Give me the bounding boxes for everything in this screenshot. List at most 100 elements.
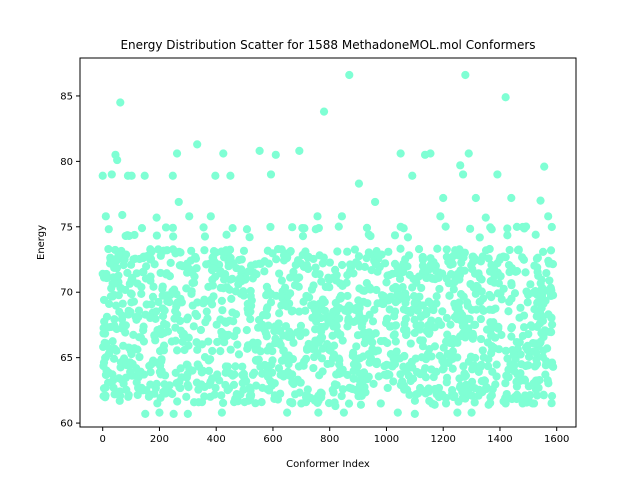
data-point [442, 373, 452, 382]
data-point [231, 362, 240, 371]
data-point [226, 345, 235, 354]
data-point [146, 380, 155, 389]
data-point [374, 372, 383, 381]
data-point [219, 398, 228, 408]
data-point [445, 291, 454, 300]
data-point [545, 276, 554, 285]
data-point [153, 399, 162, 408]
data-point [387, 322, 396, 331]
data-point [333, 314, 343, 323]
data-point [417, 283, 426, 293]
data-point [168, 389, 177, 399]
data-point [373, 267, 382, 276]
data-point [113, 155, 122, 165]
data-point [226, 171, 235, 180]
data-point [219, 149, 228, 158]
data-point [441, 222, 450, 231]
data-point [109, 383, 118, 392]
data-point [311, 269, 320, 279]
data-point [344, 314, 353, 323]
data-point [238, 370, 247, 380]
data-point [217, 408, 226, 417]
data-point [147, 300, 156, 309]
data-point [369, 379, 378, 388]
data-point [263, 246, 272, 255]
data-point [200, 232, 210, 241]
data-point [467, 408, 476, 417]
data-point [275, 269, 284, 278]
data-point [440, 360, 449, 369]
data-point [197, 398, 207, 407]
data-point [538, 247, 548, 256]
data-point [270, 394, 279, 403]
data-point [537, 329, 546, 338]
data-point [124, 306, 133, 315]
data-point [118, 210, 127, 220]
data-point [533, 391, 542, 400]
data-point [359, 297, 368, 306]
data-point [216, 267, 225, 276]
data-point [345, 267, 355, 276]
data-point [345, 70, 354, 80]
data-point [134, 312, 143, 322]
data-point [265, 342, 274, 351]
data-point [458, 321, 468, 331]
data-point [426, 299, 435, 308]
data-point [450, 391, 459, 400]
data-point [202, 260, 211, 269]
data-point [270, 379, 279, 388]
data-point [193, 345, 202, 354]
data-point [108, 337, 117, 346]
data-point [173, 298, 182, 307]
data-point [354, 252, 364, 261]
data-point [391, 337, 400, 346]
data-point [160, 380, 169, 389]
data-point [416, 321, 425, 330]
data-point [520, 224, 529, 233]
data-point [504, 373, 513, 382]
data-point [169, 232, 178, 241]
data-point [507, 362, 517, 371]
data-point [530, 362, 540, 371]
data-point [507, 324, 516, 333]
data-point [393, 408, 402, 417]
data-point [371, 259, 380, 269]
data-point [429, 305, 438, 315]
data-point [261, 362, 271, 371]
data-point [252, 381, 261, 390]
data-point [242, 326, 251, 335]
data-point [476, 334, 486, 344]
data-point [226, 275, 235, 284]
data-point [426, 254, 435, 263]
data-point [328, 331, 337, 340]
data-point [301, 306, 310, 315]
data-point [234, 350, 244, 359]
data-point [229, 317, 238, 326]
data-point [206, 212, 215, 221]
data-point [199, 223, 208, 232]
data-point [505, 245, 514, 255]
data-point [173, 397, 182, 406]
data-point [413, 389, 423, 398]
data-point [516, 376, 525, 385]
data-point [471, 353, 480, 363]
data-point [174, 197, 183, 207]
data-point [366, 231, 375, 241]
data-point [129, 330, 138, 339]
data-point [294, 282, 303, 291]
data-point [518, 331, 527, 341]
data-point [170, 285, 179, 294]
data-point [363, 375, 372, 384]
data-point [300, 224, 309, 233]
data-point [192, 338, 201, 347]
data-point [410, 298, 419, 308]
data-point [126, 367, 135, 377]
data-point [536, 337, 545, 346]
data-point [158, 285, 167, 294]
data-point [446, 352, 455, 361]
data-point [272, 291, 281, 300]
data-point [344, 399, 354, 408]
data-point [371, 329, 380, 338]
data-point [139, 252, 148, 261]
data-point [169, 409, 178, 419]
